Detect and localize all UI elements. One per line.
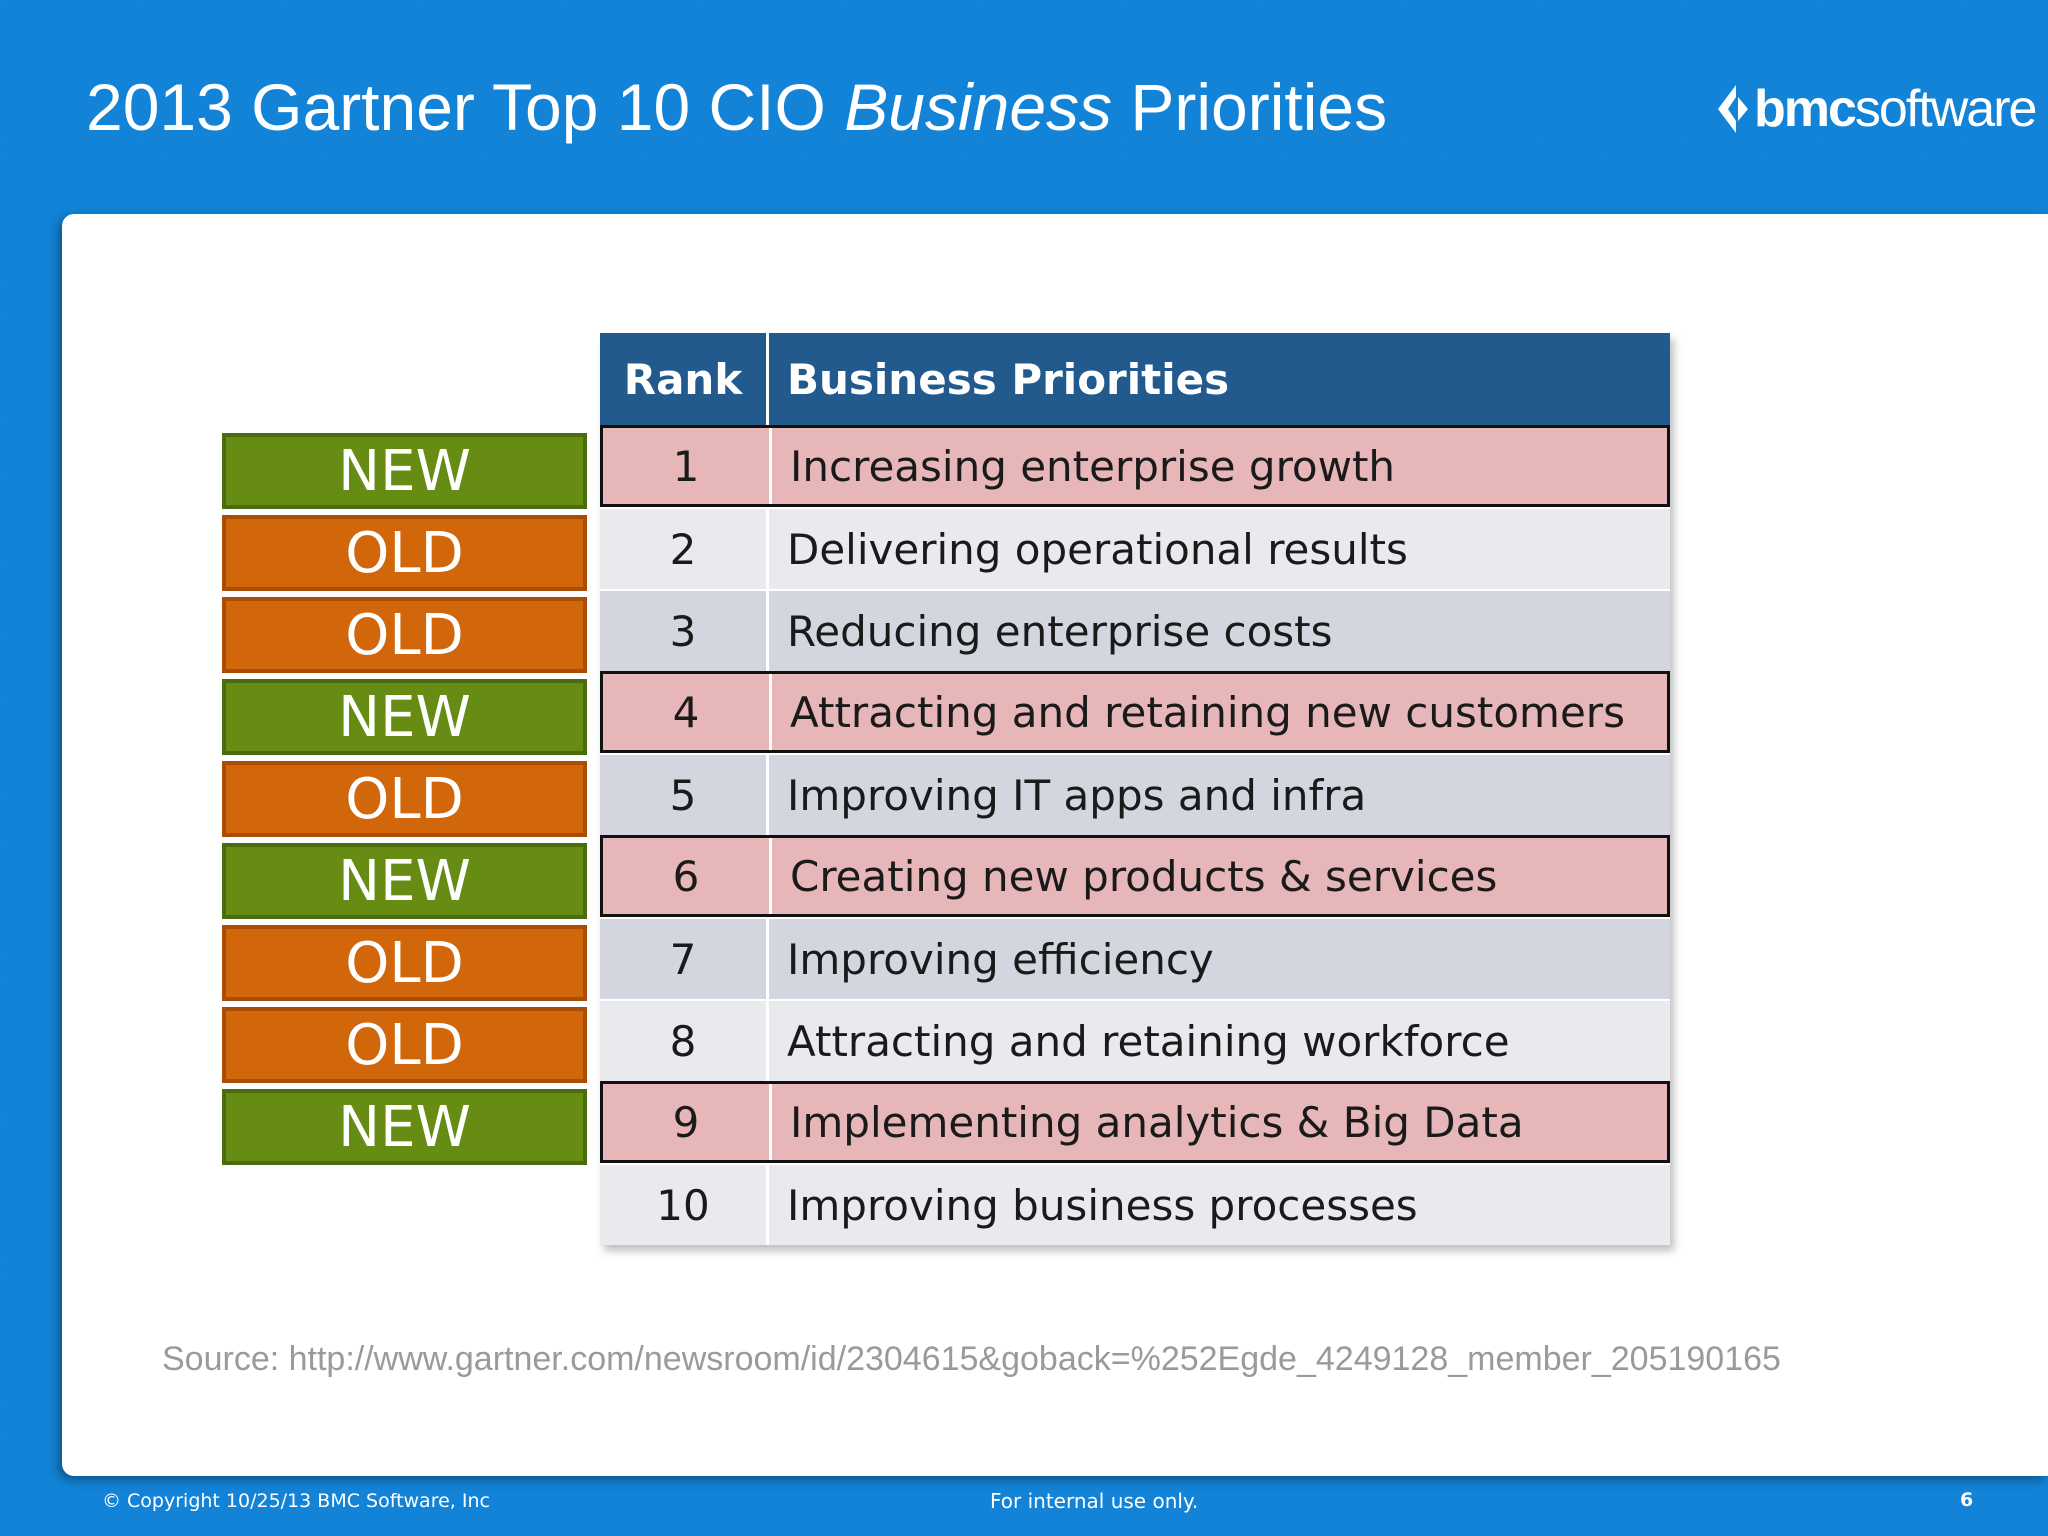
priority-cell: Implementing analytics & Big Data <box>790 1097 1524 1147</box>
rank-cell: 4 <box>603 674 772 750</box>
priority-cell: Increasing enterprise growth <box>790 441 1396 491</box>
rank-cell: 5 <box>600 755 769 835</box>
badge-label: NEW <box>338 684 471 750</box>
status-badge: NEW <box>222 433 587 509</box>
rank-cell: 2 <box>600 509 769 589</box>
status-badge: NEW <box>222 679 587 755</box>
page-number: 6 <box>1960 1489 1974 1511</box>
rank-cell: 7 <box>600 919 769 999</box>
table-row: 5 Improving IT apps and infra <box>600 753 1670 835</box>
table-row: 3 Reducing enterprise costs <box>600 589 1670 671</box>
table-row: 8 Attracting and retaining workforce <box>600 999 1670 1081</box>
badge-label: NEW <box>338 848 471 914</box>
table-row: 2 Delivering operational results <box>600 507 1670 589</box>
status-badge: OLD <box>222 597 587 673</box>
footer-notice: For internal use only. <box>990 1489 1199 1513</box>
logo-text-bold: bmc <box>1754 80 1857 138</box>
table-row: 10 Improving business processes <box>600 1163 1670 1245</box>
title-prefix: 2013 Gartner Top 10 CIO <box>86 70 845 144</box>
table-row: 4 Attracting and retaining new customers <box>600 671 1670 753</box>
badge-label: OLD <box>345 1012 464 1078</box>
status-badge: OLD <box>222 761 587 837</box>
priority-cell: Creating new products & services <box>790 851 1498 901</box>
badge-label: OLD <box>345 602 464 668</box>
rank-cell: 1 <box>603 428 772 504</box>
slide-title: 2013 Gartner Top 10 CIO Business Priorit… <box>86 66 1387 148</box>
table-header: Rank Business Priorities <box>600 333 1670 425</box>
status-badges: NEW OLD OLD NEW OLD NEW OLD OLD NEW <box>222 433 587 1171</box>
header-rank: Rank <box>600 333 769 425</box>
priority-cell: Improving business processes <box>787 1180 1418 1230</box>
priority-cell: Improving IT apps and infra <box>787 770 1367 820</box>
priority-cell: Attracting and retaining new customers <box>790 687 1625 737</box>
table-row: 1 Increasing enterprise growth <box>600 425 1670 507</box>
logo-text-light: software <box>1854 80 2038 138</box>
source-citation: Source: http://www.gartner.com/newsroom/… <box>162 1340 1781 1378</box>
bmc-logo: bmc software <box>1716 74 2038 144</box>
rank-cell: 3 <box>600 591 769 671</box>
rank-cell: 8 <box>600 1001 769 1081</box>
table-row: 7 Improving efficiency <box>600 917 1670 999</box>
priority-cell: Improving efficiency <box>787 934 1214 984</box>
title-suffix: Priorities <box>1112 70 1388 144</box>
badge-label: OLD <box>345 930 464 996</box>
badge-label: OLD <box>345 766 464 832</box>
badge-label: OLD <box>345 520 464 586</box>
priority-cell: Attracting and retaining workforce <box>787 1016 1510 1066</box>
rank-cell: 9 <box>603 1084 772 1160</box>
priorities-table: Rank Business Priorities 1 Increasing ent… <box>600 333 1670 1245</box>
badge-label: NEW <box>338 438 471 504</box>
priority-cell: Delivering operational results <box>787 524 1408 574</box>
status-badge: NEW <box>222 1089 587 1165</box>
priority-cell: Reducing enterprise costs <box>787 606 1333 656</box>
rank-cell: 6 <box>603 838 772 914</box>
status-badge: NEW <box>222 843 587 919</box>
status-badge: OLD <box>222 925 587 1001</box>
table-row: 6 Creating new products & services <box>600 835 1670 917</box>
badge-label: NEW <box>338 1094 471 1160</box>
status-badge: OLD <box>222 515 587 591</box>
header-priorities: Business Priorities <box>787 354 1230 404</box>
footer-copyright: © Copyright 10/25/13 BMC Software, Inc <box>102 1490 490 1512</box>
rank-cell: 10 <box>600 1165 769 1245</box>
title-emphasis: Business <box>844 70 1113 144</box>
bmc-logo-icon <box>1718 85 1748 133</box>
status-badge: OLD <box>222 1007 587 1083</box>
table-row: 9 Implementing analytics & Big Data <box>600 1081 1670 1163</box>
